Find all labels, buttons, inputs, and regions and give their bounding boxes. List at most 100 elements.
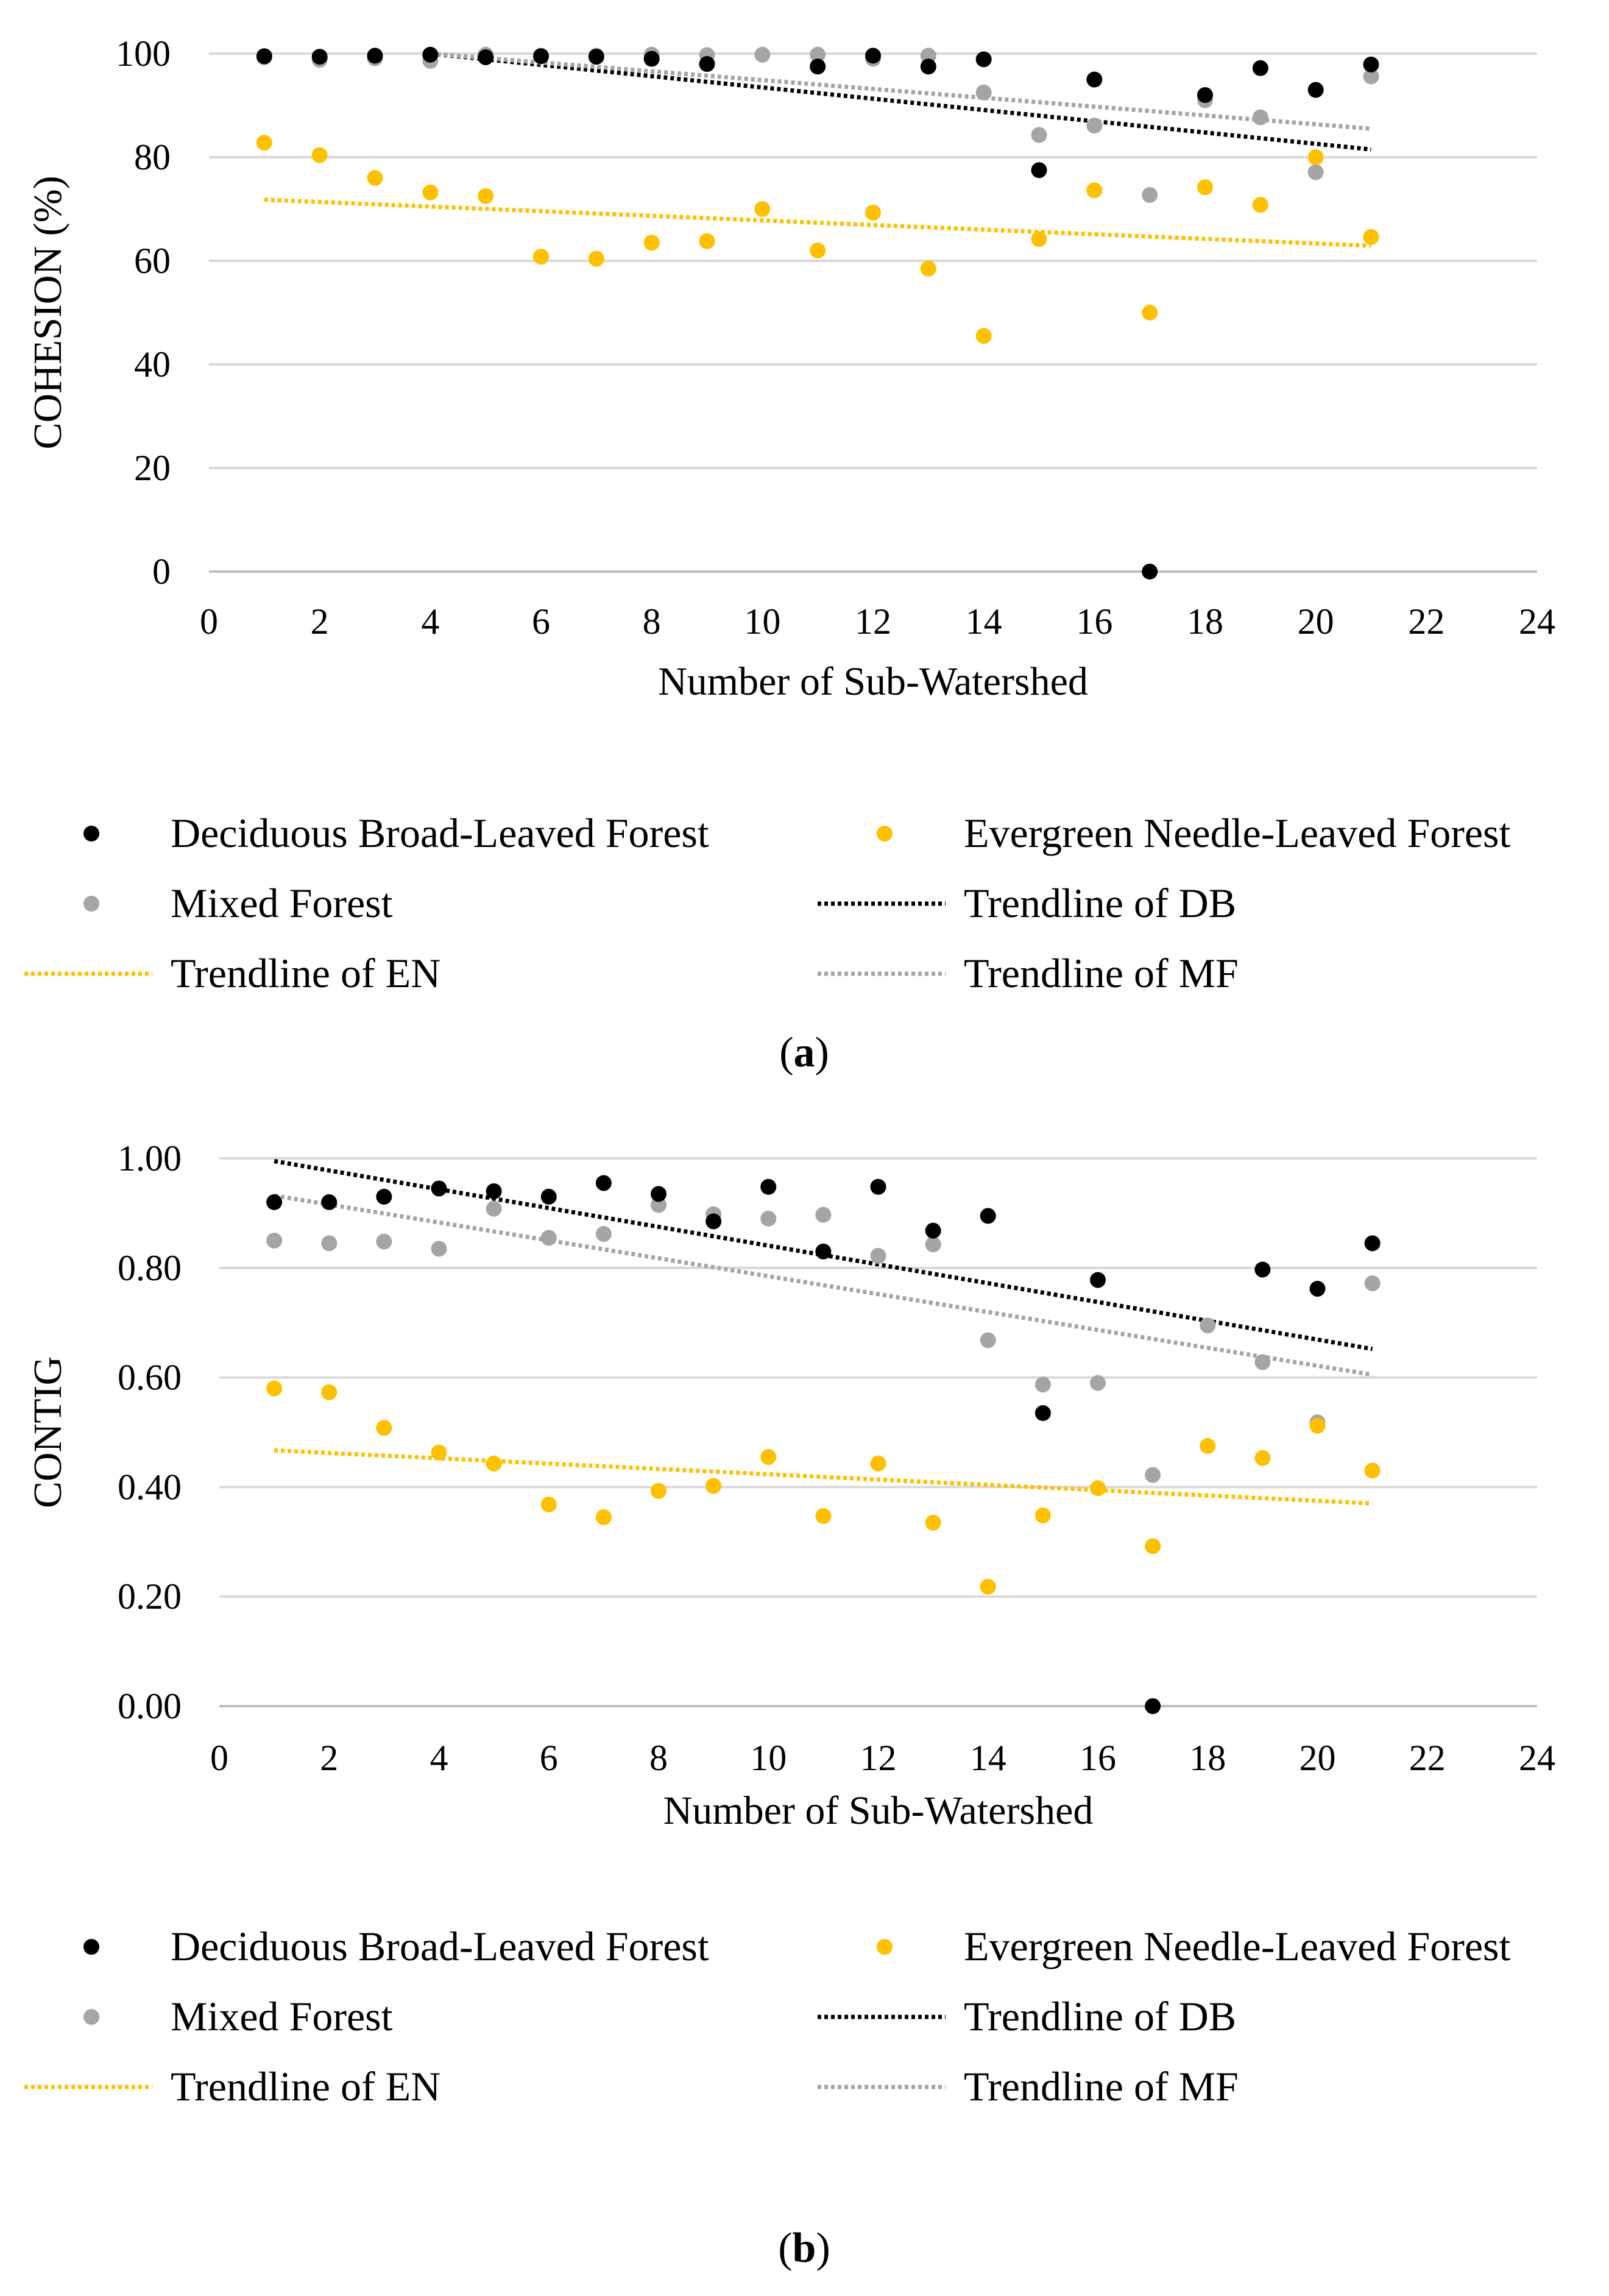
panel-a-x-tick-label: 6: [532, 601, 550, 642]
panel-a-point-evergreen-needle-leaved-forest: [422, 184, 439, 200]
panel-b-x-tick-label: 22: [1409, 1738, 1446, 1778]
panel-b-point-mixed-forest: [870, 1248, 886, 1264]
panel-b-point-mixed-forest: [376, 1233, 392, 1250]
panel-a-y-tick-label: 40: [134, 344, 171, 384]
panel-b-point-mixed-forest: [1090, 1375, 1106, 1391]
panel-b-point-evergreen-needle-leaved-forest: [1145, 1538, 1161, 1554]
panel-b-point-evergreen-needle-leaved-forest: [266, 1380, 283, 1397]
panel-a-point-deciduous-broad-leaved-forest: [699, 56, 715, 72]
panel-b-trendline-of-en: [274, 1448, 1373, 1506]
panel-b-y-tick-label: 0.00: [118, 1686, 182, 1726]
panel-b-point-mixed-forest: [815, 1206, 832, 1223]
panel-a-point-evergreen-needle-leaved-forest: [367, 170, 383, 186]
panel-a-point-deciduous-broad-leaved-forest: [422, 46, 439, 63]
panel-a-point-deciduous-broad-leaved-forest: [865, 48, 881, 64]
panel-b-point-deciduous-broad-leaved-forest: [870, 1178, 886, 1195]
panel-b-point-mixed-forest: [1254, 1354, 1271, 1370]
panel-b-legend-label-evergreen-needle-leaved-forest: Evergreen Needle-Leaved Forest: [964, 1923, 1511, 1969]
panel-a-point-evergreen-needle-leaved-forest: [256, 135, 272, 151]
panel-a-point-evergreen-needle-leaved-forest: [1307, 149, 1324, 165]
panel-b-point-deciduous-broad-leaved-forest: [760, 1178, 777, 1195]
panel-b-point-evergreen-needle-leaved-forest: [815, 1508, 832, 1525]
panel-b-x-tick-label: 16: [1080, 1738, 1116, 1778]
panel-a-y-tick-label: 80: [134, 137, 171, 177]
panel-a-point-deciduous-broad-leaved-forest: [367, 48, 383, 64]
panel-b-point-evergreen-needle-leaved-forest: [540, 1497, 557, 1513]
panel-a-point-evergreen-needle-leaved-forest: [1031, 231, 1047, 247]
panel-b-point-deciduous-broad-leaved-forest: [980, 1208, 996, 1224]
panel-a-point-deciduous-broad-leaved-forest: [1031, 162, 1047, 179]
panel-b-legend-marker-evergreen-needle-leaved-forest: [877, 1939, 893, 1955]
panel-a-point-evergreen-needle-leaved-forest: [1142, 305, 1158, 321]
panel-a-point-deciduous-broad-leaved-forest: [311, 49, 328, 65]
panel-a-point-deciduous-broad-leaved-forest: [1307, 82, 1324, 98]
panel-b-point-mixed-forest: [540, 1230, 557, 1246]
panel-b-y-tick-label: 0.80: [118, 1248, 182, 1288]
panel-a-y-tick-label: 20: [134, 448, 171, 488]
panel-a-trendline-of-db: [430, 51, 1371, 152]
panel-b-x-tick-label: 8: [649, 1738, 668, 1778]
panel-a-point-mixed-forest: [1031, 127, 1047, 143]
panel-a-point-mixed-forest: [920, 48, 936, 64]
panel-a-x-tick-label: 20: [1298, 601, 1334, 642]
panel-b-point-deciduous-broad-leaved-forest: [540, 1188, 557, 1205]
panel-b-y-tick-label: 0.40: [118, 1467, 182, 1507]
panel-b-x-axis-title: Number of Sub-Watershed: [663, 1788, 1094, 1833]
panel-b-point-evergreen-needle-leaved-forest: [376, 1420, 392, 1436]
panel-b-point-mixed-forest: [431, 1241, 447, 1257]
panel-b-point-deciduous-broad-leaved-forest: [1034, 1405, 1051, 1422]
panel-b-point-deciduous-broad-leaved-forest: [266, 1194, 283, 1210]
panel-b-legend-marker-deciduous-broad-leaved-forest: [83, 1939, 99, 1955]
panel-a-x-tick-label: 8: [643, 601, 661, 642]
panel-b-point-deciduous-broad-leaved-forest: [1145, 1698, 1161, 1714]
panel-a-point-evergreen-needle-leaved-forest: [1086, 182, 1103, 199]
panel-b-x-tick-label: 2: [320, 1738, 338, 1778]
panel-b-x-tick-label: 0: [210, 1738, 228, 1778]
panel-a-legend-label-trendline-of-db: Trendline of DB: [964, 880, 1236, 926]
panel-a-point-evergreen-needle-leaved-forest: [643, 235, 660, 251]
panel-b-point-evergreen-needle-leaved-forest: [925, 1514, 941, 1531]
panel-b-y-tick-label: 0.20: [118, 1576, 182, 1617]
panel-b-point-mixed-forest: [980, 1332, 996, 1348]
panel-a-point-deciduous-broad-leaved-forest: [533, 48, 549, 65]
panel-a-point-evergreen-needle-leaved-forest: [478, 188, 494, 204]
panel-a-x-tick-label: 16: [1076, 601, 1112, 642]
panel-b-point-deciduous-broad-leaved-forest: [1090, 1272, 1106, 1288]
panel-a-point-mixed-forest: [810, 46, 826, 63]
panel-b-y-tick-label: 0.60: [118, 1358, 182, 1398]
panel-b-x-tick-label: 10: [750, 1738, 787, 1778]
panel-a-x-tick-label: 24: [1519, 601, 1555, 642]
panel-a-y-tick-label: 0: [152, 551, 171, 592]
panel-a-point-deciduous-broad-leaved-forest: [643, 51, 660, 67]
panel-b-point-evergreen-needle-leaved-forest: [486, 1455, 502, 1472]
panel-a-legend-marker-mixed-forest: [83, 896, 99, 912]
panel-a-y-axis-title: COHESION (%): [26, 175, 70, 449]
panel-a-point-evergreen-needle-leaved-forest: [1363, 229, 1379, 245]
panel-b-point-deciduous-broad-leaved-forest: [1254, 1261, 1271, 1278]
panel-b-x-tick-label: 20: [1300, 1738, 1336, 1778]
panel-b-point-evergreen-needle-leaved-forest: [595, 1509, 612, 1525]
panel-a-legend-label-deciduous-broad-leaved-forest: Deciduous Broad-Leaved Forest: [171, 810, 709, 856]
panel-a-caption: (a): [779, 1029, 829, 1076]
panel-b-point-mixed-forest: [1034, 1377, 1051, 1393]
panel-b-point-evergreen-needle-leaved-forest: [1309, 1417, 1326, 1434]
panel-a-point-mixed-forest: [1142, 187, 1158, 204]
panel-a-x-axis-title: Number of Sub-Watershed: [658, 659, 1088, 704]
panel-a-point-mixed-forest: [1086, 118, 1103, 134]
panel-a-point-deciduous-broad-leaved-forest: [588, 49, 604, 65]
panel-a-point-deciduous-broad-leaved-forest: [975, 51, 992, 68]
panel-b-legend-marker-mixed-forest: [83, 2009, 99, 2025]
panel-a-x-tick-label: 2: [311, 601, 329, 642]
panel-a-point-evergreen-needle-leaved-forest: [1252, 197, 1268, 213]
panel-a-point-evergreen-needle-leaved-forest: [588, 250, 604, 267]
panel-a-x-tick-label: 0: [200, 601, 218, 642]
panel-a-legend-marker-deciduous-broad-leaved-forest: [83, 826, 99, 842]
panel-a-point-deciduous-broad-leaved-forest: [1086, 71, 1103, 88]
panel-b-x-tick-label: 18: [1189, 1738, 1226, 1778]
panel-a-point-evergreen-needle-leaved-forest: [533, 249, 549, 265]
panel-a-x-tick-label: 12: [855, 601, 891, 642]
panel-b-point-evergreen-needle-leaved-forest: [870, 1455, 886, 1472]
panel-b-point-mixed-forest: [321, 1235, 338, 1252]
panel-a-point-mixed-forest: [1252, 109, 1268, 126]
